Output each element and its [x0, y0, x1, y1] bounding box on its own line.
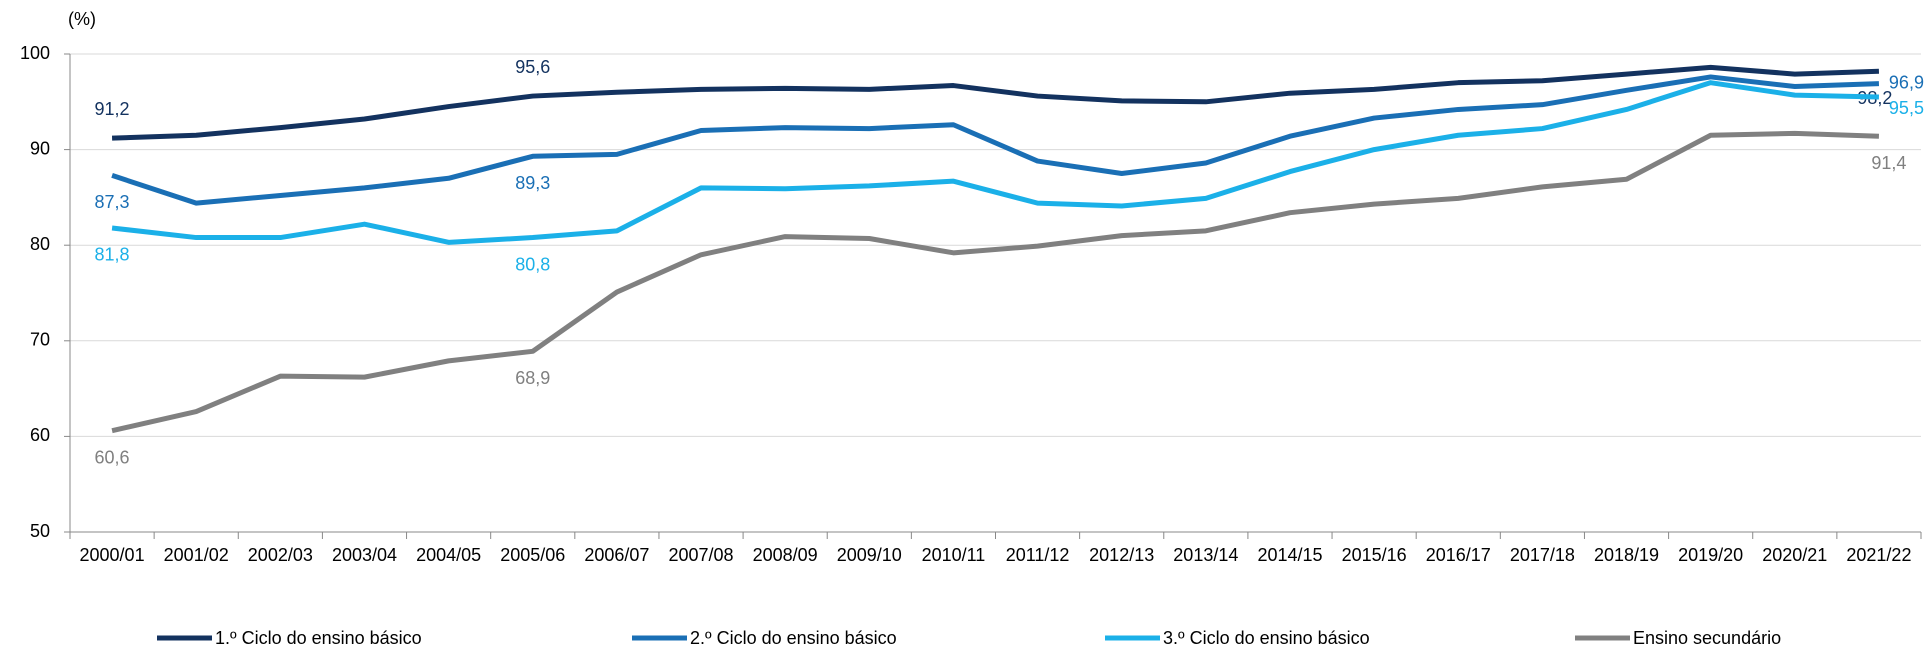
x-tick-label: 2021/22 — [1846, 545, 1911, 565]
x-tick-label: 2006/07 — [584, 545, 649, 565]
y-axis-label: (%) — [68, 9, 96, 29]
x-tick-label: 2002/03 — [248, 545, 313, 565]
x-tick-label: 2000/01 — [80, 545, 145, 565]
y-tick-label: 100 — [20, 43, 50, 63]
legend-label: 1.º Ciclo do ensino básico — [215, 628, 422, 648]
x-tick-label: 2011/12 — [1006, 545, 1070, 565]
x-tick-label: 2001/02 — [164, 545, 229, 565]
line-series — [111, 130, 1880, 434]
legend-label: 2.º Ciclo do ensino básico — [690, 628, 897, 648]
data-label: 95,5 — [1889, 98, 1924, 118]
line-series — [111, 74, 1880, 206]
legend-label: 3.º Ciclo do ensino básico — [1163, 628, 1370, 648]
x-tick-label: 2013/14 — [1173, 545, 1238, 565]
legend-label: Ensino secundário — [1633, 628, 1781, 648]
data-label: 95,6 — [515, 57, 550, 77]
x-tick-label: 2010/11 — [922, 545, 986, 565]
y-tick-label: 60 — [30, 425, 50, 445]
x-tick-label: 2003/04 — [332, 545, 397, 565]
x-tick-label: 2005/06 — [500, 545, 565, 565]
x-tick-label: 2008/09 — [753, 545, 818, 565]
data-label: 91,2 — [95, 99, 130, 119]
data-label: 81,8 — [95, 245, 130, 265]
data-label: 91,4 — [1871, 153, 1906, 173]
x-tick-label: 2015/16 — [1342, 545, 1407, 565]
x-tick-label: 2018/19 — [1594, 545, 1659, 565]
x-tick-label: 2012/13 — [1089, 545, 1154, 565]
x-tick-label: 2014/15 — [1257, 545, 1322, 565]
x-tick-label: 2004/05 — [416, 545, 481, 565]
y-tick-label: 50 — [30, 521, 50, 541]
y-tick-label: 80 — [30, 234, 50, 254]
x-tick-label: 2017/18 — [1510, 545, 1575, 565]
data-label: 68,9 — [515, 368, 550, 388]
y-tick-label: 90 — [30, 138, 50, 158]
data-label: 80,8 — [515, 254, 550, 274]
x-tick-label: 2007/08 — [668, 545, 733, 565]
line-series — [111, 80, 1879, 245]
data-label: 60,6 — [95, 447, 130, 467]
data-label: 89,3 — [515, 173, 550, 193]
data-label: 96,9 — [1889, 72, 1924, 92]
x-tick-label: 2009/10 — [837, 545, 902, 565]
x-tick-label: 2019/20 — [1678, 545, 1743, 565]
line-series — [111, 64, 1880, 141]
x-tick-label: 2020/21 — [1762, 545, 1827, 565]
x-tick-label: 2016/17 — [1426, 545, 1491, 565]
y-tick-label: 70 — [30, 330, 50, 350]
data-label: 87,3 — [95, 192, 130, 212]
